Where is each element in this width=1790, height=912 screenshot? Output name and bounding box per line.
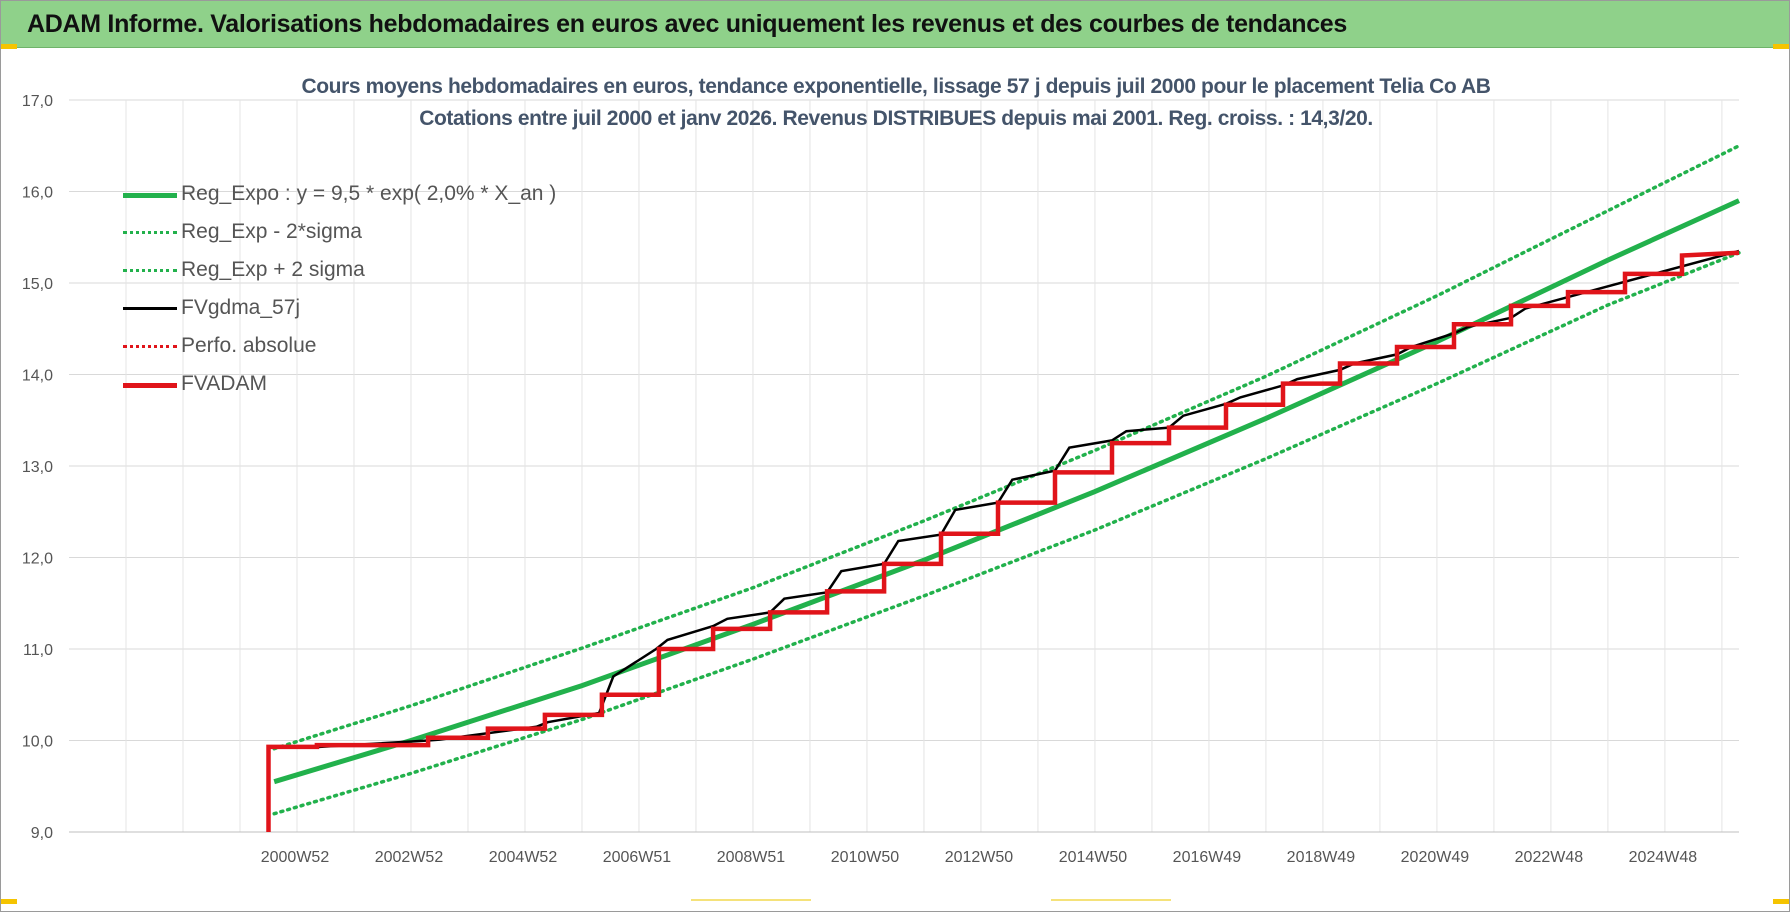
x-axis-ticks: 2000W52 2002W52 2004W52 2006W51 2008W51 2010W… — [261, 849, 1698, 866]
y-tick-label: 15,0 — [22, 276, 53, 293]
y-tick-label: 9,0 — [31, 825, 53, 842]
x-tick-label: 2008W51 — [717, 849, 786, 866]
legend-swatch — [123, 383, 177, 388]
y-tick-label: 16,0 — [22, 185, 53, 202]
bottom-accent-1 — [691, 899, 811, 901]
x-tick-label: 2012W50 — [945, 849, 1014, 866]
x-tick-label: 2006W51 — [603, 849, 672, 866]
x-tick-label: 2002W52 — [375, 849, 444, 866]
y-axis-ticks: 9,0 10,0 11,0 12,0 13,0 14,0 15,0 16,0 17,0 — [22, 93, 53, 842]
legend-label: Reg_Expo : y = 9,5 * exp( 2,0% * X_an ) — [181, 182, 557, 205]
y-tick-label: 13,0 — [22, 459, 53, 476]
legend-swatch — [123, 307, 177, 310]
corner-mark-left — [1, 44, 17, 49]
x-tick-label: 2022W48 — [1515, 849, 1584, 866]
y-tick-label: 11,0 — [23, 642, 53, 659]
chart-grid — [69, 99, 1739, 833]
corner-mark-bottom-left — [1, 899, 17, 904]
legend-label: FVgdma_57j — [181, 296, 301, 319]
legend-label: Reg_Exp - 2*sigma — [181, 220, 362, 243]
y-tick-label: 12,0 — [22, 551, 53, 568]
y-tick-label: 17,0 — [22, 93, 53, 110]
x-tick-label: 2004W52 — [489, 849, 558, 866]
chart-series — [266, 144, 1741, 832]
series-line-2 — [272, 144, 1741, 751]
corner-mark-right — [1773, 44, 1789, 49]
legend-swatch — [123, 231, 177, 234]
series-line-5 — [266, 250, 1740, 832]
x-tick-label: 2018W49 — [1287, 849, 1356, 866]
series-line-1 — [272, 251, 1741, 816]
report-header: ADAM Informe. Valorisations hebdomadaire… — [1, 1, 1789, 48]
x-tick-label: 2000W52 — [261, 849, 330, 866]
y-tick-label: 10,0 — [22, 734, 53, 751]
bottom-accent-2 — [1051, 899, 1171, 901]
x-tick-label: 2020W49 — [1401, 849, 1470, 866]
report-title: ADAM Informe. Valorisations hebdomadaire… — [27, 10, 1348, 38]
y-tick-label: 14,0 — [22, 368, 53, 385]
series-line-3 — [267, 249, 1740, 832]
x-tick-label: 2024W48 — [1629, 849, 1698, 866]
chart-title-block: Cours moyens hebdomadaires en euros, ten… — [1, 71, 1790, 135]
legend-label: FVADAM — [181, 372, 267, 395]
x-tick-label: 2016W49 — [1173, 849, 1242, 866]
series-line-0 — [273, 198, 1741, 785]
corner-mark-bottom-right — [1773, 899, 1789, 904]
legend-swatch — [123, 345, 177, 348]
x-tick-label: 2010W50 — [831, 849, 900, 866]
legend-label: Reg_Exp + 2 sigma — [181, 258, 365, 281]
x-tick-label: 2014W50 — [1059, 849, 1128, 866]
legend-label: Perfo. absolue — [181, 334, 317, 357]
chart-title: Cours moyens hebdomadaires en euros, ten… — [301, 75, 1491, 98]
legend-swatch — [123, 269, 177, 272]
chart-subtitle: Cotations entre juil 2000 et janv 2026. … — [419, 107, 1373, 130]
legend-swatch — [123, 193, 177, 198]
